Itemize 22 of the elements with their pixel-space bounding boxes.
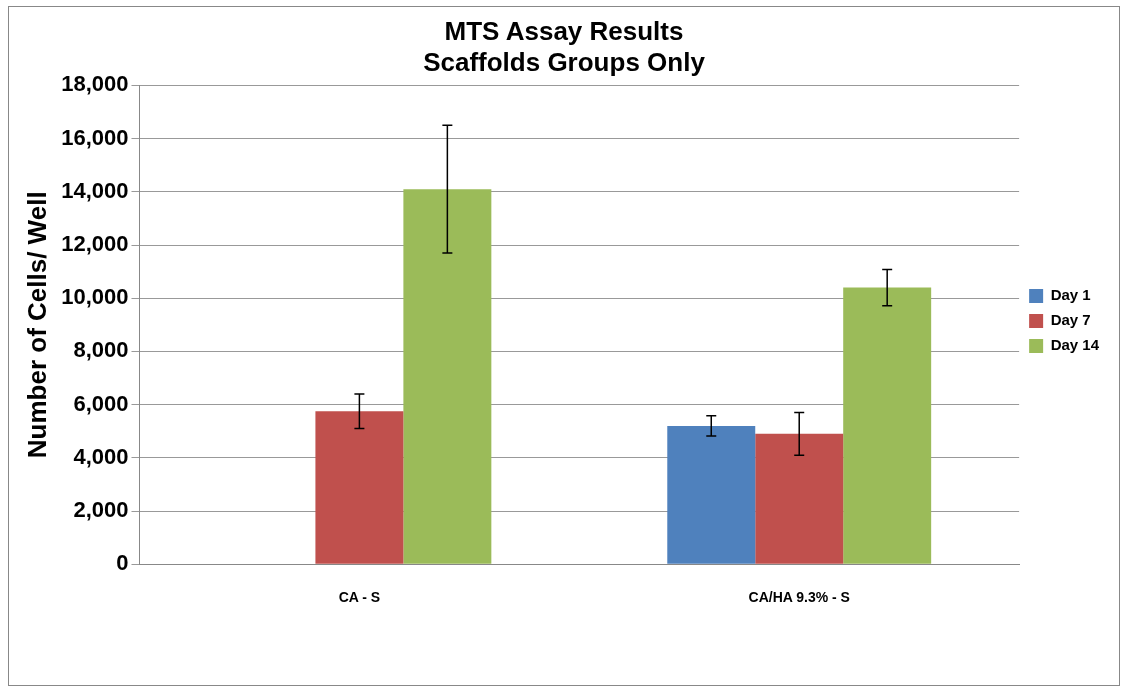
legend-label: Day 7: [1050, 311, 1091, 329]
y-tick-label: 2,000: [73, 497, 129, 523]
x-tick-label: CA/HA 9.3% - S: [748, 589, 850, 606]
y-tick-label: 6,000: [73, 390, 129, 416]
chart-title: MTS Assay Results Scaffolds Groups Only: [423, 15, 706, 77]
y-tick-label: 0: [116, 550, 129, 576]
legend-label: Day 1: [1050, 286, 1091, 304]
bar: [755, 433, 844, 564]
y-tick-label: 16,000: [61, 124, 129, 150]
y-tick-label: 14,000: [61, 177, 129, 203]
y-tick-label: 8,000: [73, 337, 129, 363]
y-tick-label: 12,000: [61, 231, 129, 257]
y-tick-label: 4,000: [73, 443, 129, 469]
bar: [843, 287, 932, 564]
bar: [315, 411, 404, 564]
bar: [667, 425, 756, 564]
y-tick-label: 10,000: [61, 284, 129, 310]
x-tick-label: CA - S: [338, 589, 381, 606]
legend-label: Day 14: [1050, 336, 1100, 354]
y-axis-title: Number of Cells/ Well: [21, 191, 52, 459]
bar: [403, 189, 492, 564]
y-tick-label: 18,000: [61, 71, 129, 97]
